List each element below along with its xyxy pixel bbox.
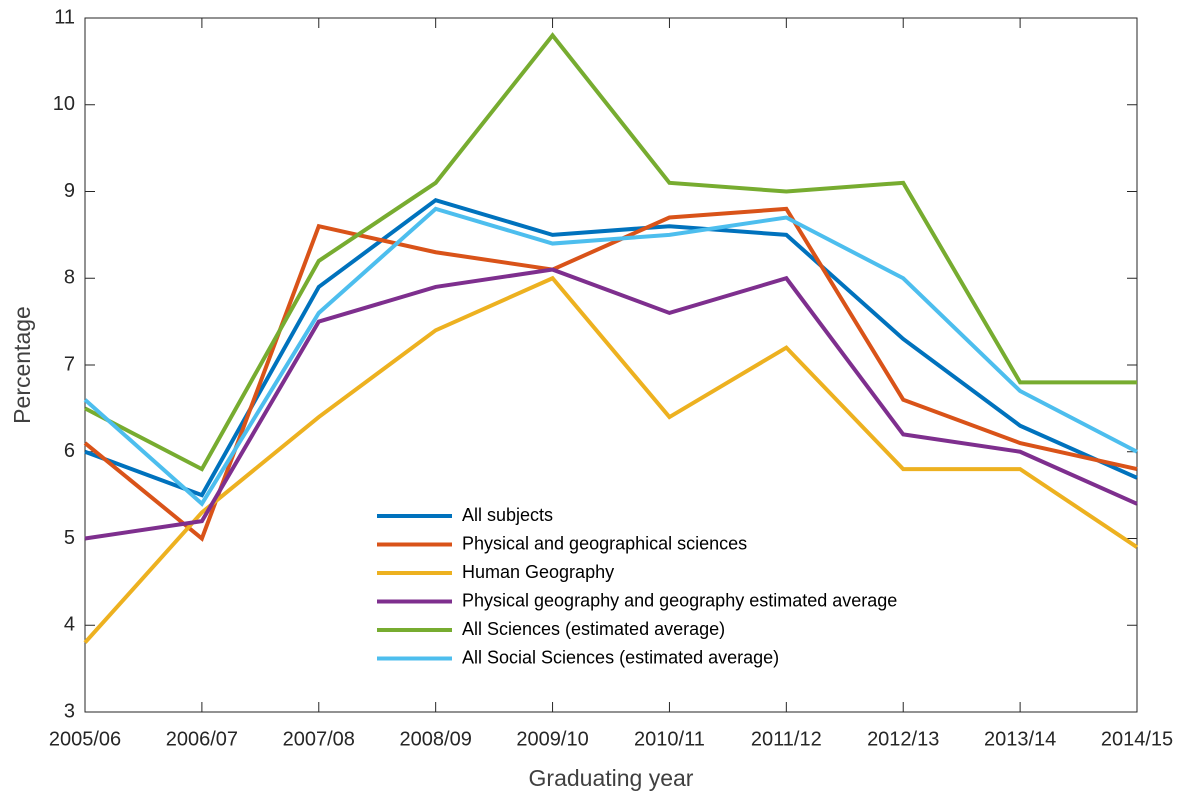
legend-label: All subjects xyxy=(462,505,553,525)
x-tick-label: 2012/13 xyxy=(867,728,939,750)
x-tick-label: 2013/14 xyxy=(984,728,1056,750)
x-tick-label: 2008/09 xyxy=(400,728,472,750)
legend-label: Physical and geographical sciences xyxy=(462,533,747,553)
legend-label: Human Geography xyxy=(462,562,614,582)
x-tick-label: 2006/07 xyxy=(166,728,238,750)
y-tick-label: 4 xyxy=(64,614,75,636)
y-axis-label: Percentage xyxy=(9,306,35,424)
series-line xyxy=(84,32,1137,472)
legend-label: All Sciences (estimated average) xyxy=(462,619,725,639)
y-tick-label: 7 xyxy=(64,353,75,375)
y-tick-label: 9 xyxy=(64,180,75,202)
x-axis-label: Graduating year xyxy=(529,765,694,791)
legend-label: Physical geography and geography estimat… xyxy=(462,590,897,610)
x-tick-label: 2011/12 xyxy=(751,728,822,750)
y-tick-label: 8 xyxy=(64,267,75,289)
legend-label: All Social Sciences (estimated average) xyxy=(462,647,779,667)
x-tick-label: 2010/11 xyxy=(634,728,705,750)
series-line xyxy=(84,197,1138,498)
x-tick-label: 2009/10 xyxy=(516,728,588,750)
series-line xyxy=(83,275,1139,644)
series-line xyxy=(84,267,1138,541)
series-line xyxy=(83,206,1138,507)
y-tick-label: 6 xyxy=(64,440,75,462)
y-tick-label: 3 xyxy=(64,700,75,722)
x-tick-label: 2007/08 xyxy=(283,728,355,750)
y-tick-label: 5 xyxy=(64,527,75,549)
y-tick-label: 11 xyxy=(54,6,75,28)
x-tick-label: 2014/15 xyxy=(1101,728,1173,750)
x-tick-label: 2005/06 xyxy=(49,728,121,750)
series-line xyxy=(83,206,1138,542)
y-tick-label: 10 xyxy=(53,93,75,115)
